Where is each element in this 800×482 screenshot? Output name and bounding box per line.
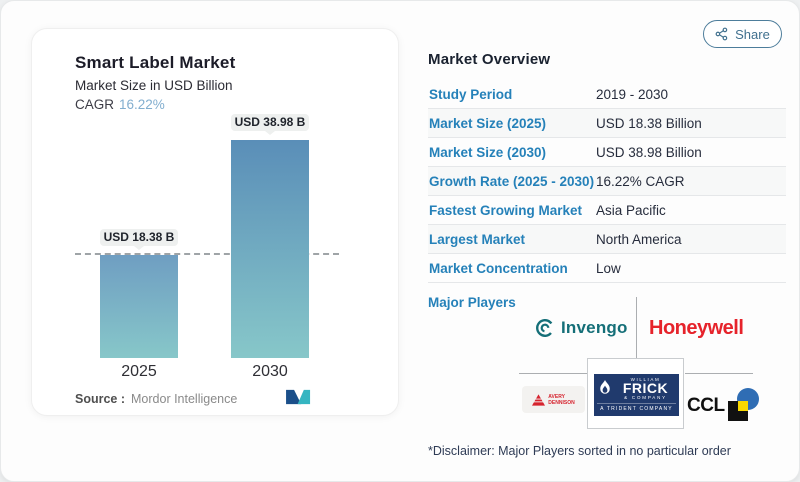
frick-trident-text: A TRIDENT COMPANY [597, 403, 676, 412]
row-value: USD 38.98 Billion [596, 144, 702, 160]
frick-company-text: & COMPANY [624, 395, 667, 400]
row-label: Study Period [429, 86, 513, 102]
x-axis-label-2030: 2030 [252, 363, 288, 380]
source-row: Source : Mordor Intelligence [75, 392, 237, 406]
avery-dennison-logo-text: AVERY DENNISON [548, 393, 575, 406]
row-value: 16.22% CAGR [596, 173, 685, 189]
ccl-logo-text: CCL [687, 395, 725, 416]
mordor-intelligence-logo-icon [286, 389, 311, 405]
row-value: Asia Pacific [596, 202, 666, 218]
row-label: Market Size (2030) [429, 144, 547, 160]
source-value: Mordor Intelligence [131, 392, 238, 406]
row-label: Market Concentration [429, 260, 568, 276]
share-button-label: Share [735, 26, 770, 42]
cagr-value: 16.22% [119, 97, 165, 112]
chart-title: Smart Label Market [75, 53, 236, 72]
players-horizontal-connector-left [519, 373, 587, 374]
avery-dennison-triangle-icon [532, 393, 546, 406]
reference-dashed-line [75, 253, 339, 255]
bar-2030 [231, 140, 309, 358]
row-value: 2019 - 2030 [596, 86, 669, 102]
frick-william-text: WILLIAM [630, 377, 661, 382]
table-row: Growth Rate (2025 - 2030) 16.22% CAGR [428, 167, 786, 196]
frick-main-text: FRICK [622, 380, 669, 396]
players-vertical-connector [636, 297, 637, 359]
cagr-label: CAGR [75, 97, 115, 112]
bar-2025 [100, 255, 178, 358]
overview-heading: Market Overview [428, 51, 551, 68]
players-horizontal-connector-right [685, 373, 753, 374]
william-frick-logo-plate: WILLIAM FRICK & COMPANY A TRIDENT COMPAN… [594, 374, 679, 416]
frick-flame-icon [600, 379, 610, 394]
row-label: Market Size (2025) [429, 115, 547, 131]
table-row: Market Concentration Low [428, 254, 786, 283]
major-players-label: Major Players [428, 295, 516, 310]
bar-value-label-2025: USD 18.38 B [100, 229, 178, 246]
row-label: Largest Market [429, 231, 526, 247]
disclaimer-text: *Disclaimer: Major Players sorted in no … [428, 444, 731, 458]
row-value: Low [596, 260, 621, 276]
row-value: North America [596, 231, 682, 247]
row-label: Fastest Growing Market [429, 202, 583, 218]
william-frick-logo: WILLIAM FRICK & COMPANY A TRIDENT COMPAN… [587, 358, 684, 429]
chart-subtitle: Market Size in USD Billion [75, 78, 233, 93]
ccl-logo: CCL [687, 388, 759, 421]
table-row: Market Size (2025) USD 18.38 Billion [428, 109, 786, 138]
avery-dennison-logo: AVERY DENNISON [522, 386, 585, 413]
table-row: Market Size (2030) USD 38.98 Billion [428, 138, 786, 167]
x-axis-label-2025: 2025 [121, 363, 157, 380]
invengo-logo-text: Invengo [561, 318, 628, 337]
table-row: Largest Market North America [428, 225, 786, 254]
invengo-logo-icon [536, 319, 554, 337]
bar-value-label-2030: USD 38.98 B [231, 114, 309, 131]
invengo-logo: Invengo [534, 317, 628, 339]
honeywell-logo: Honeywell [649, 317, 744, 339]
share-icon [715, 27, 728, 41]
row-value: USD 18.38 Billion [596, 115, 702, 131]
cagr-line: CAGR 16.22% [75, 97, 165, 112]
overview-table: Study Period 2019 - 2030 Market Size (20… [428, 80, 786, 283]
share-button[interactable]: Share [703, 20, 782, 48]
row-label: Growth Rate (2025 - 2030) [429, 173, 595, 189]
ccl-logo-icon [727, 388, 759, 421]
source-label: Source : [75, 392, 126, 406]
table-row: Study Period 2019 - 2030 [428, 80, 786, 109]
chart-panel: Smart Label Market Market Size in USD Bi… [31, 28, 399, 416]
table-row: Fastest Growing Market Asia Pacific [428, 196, 786, 225]
